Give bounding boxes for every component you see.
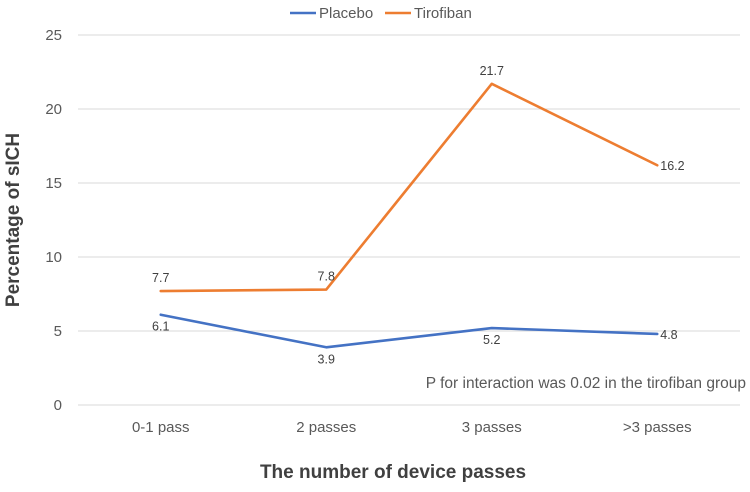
y-tick-label: 5	[54, 323, 62, 340]
data-labels: 6.1 3.9 5.2 4.8 7.7 7.8 21.7 16.2	[152, 64, 685, 366]
x-tick-label: 3 passes	[462, 419, 522, 436]
data-label-placebo: 6.1	[152, 320, 169, 334]
series-line-tirofiban	[159, 82, 659, 293]
y-axis-ticks: 0 5 10 15 20 25	[45, 27, 62, 414]
data-label-placebo: 4.8	[660, 328, 677, 342]
x-tick-label: 2 passes	[296, 419, 356, 436]
data-label-tirofiban: 7.7	[152, 271, 169, 285]
y-tick-label: 25	[45, 27, 62, 44]
series-line-placebo	[159, 313, 659, 349]
x-tick-label: 0-1 pass	[132, 419, 190, 436]
interaction-annotation: P for interaction was 0.02 in the tirofi…	[426, 375, 746, 392]
series-lines	[159, 82, 659, 349]
legend-item-placebo: Placebo	[290, 5, 373, 22]
y-tick-label: 0	[54, 397, 62, 414]
chart-legend: Placebo Tirofiban	[290, 5, 472, 22]
x-axis-title: The number of device passes	[260, 462, 526, 483]
gridlines	[78, 34, 740, 406]
data-label-tirofiban: 7.8	[318, 270, 335, 284]
legend-item-tirofiban: Tirofiban	[385, 5, 472, 22]
data-label-tirofiban: 21.7	[480, 64, 504, 78]
legend-label-tirofiban: Tirofiban	[414, 5, 472, 22]
x-tick-label: >3 passes	[623, 419, 692, 436]
x-axis-ticks: 0-1 pass 2 passes 3 passes >3 passes	[132, 419, 692, 436]
data-label-placebo: 5.2	[483, 333, 500, 347]
y-tick-label: 20	[45, 101, 62, 118]
y-tick-label: 15	[45, 175, 62, 192]
y-axis-title: Percentage of sICH	[3, 133, 24, 307]
y-tick-label: 10	[45, 249, 62, 266]
data-label-placebo: 3.9	[318, 352, 335, 366]
legend-label-placebo: Placebo	[319, 5, 373, 22]
data-label-tirofiban: 16.2	[660, 159, 684, 173]
